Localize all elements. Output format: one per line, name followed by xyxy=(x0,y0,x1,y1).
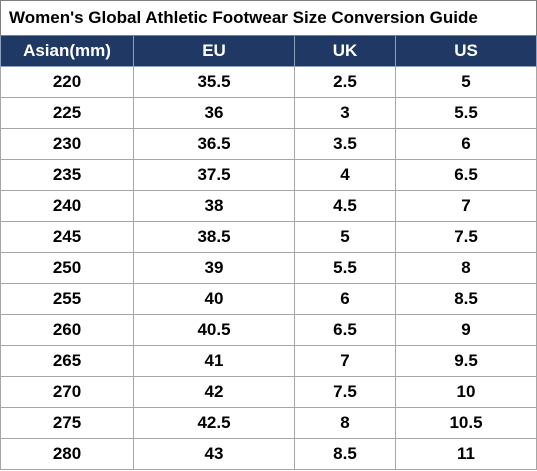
cell: 255 xyxy=(0,283,134,315)
cell: 265 xyxy=(0,345,134,377)
data-row: 220 35.5 2.5 5 xyxy=(0,66,537,98)
cell: 36.5 xyxy=(133,128,295,160)
cell: 8 xyxy=(394,252,537,284)
cell: 40 xyxy=(133,283,295,315)
cell: 5.5 xyxy=(394,97,537,129)
cell: 6.5 xyxy=(394,159,537,191)
cell: 42 xyxy=(133,376,295,408)
cell: 2.5 xyxy=(294,66,396,98)
cell: 41 xyxy=(133,345,295,377)
title-row: Women's Global Athletic Footwear Size Co… xyxy=(0,0,537,36)
data-row: 235 37.5 4 6.5 xyxy=(0,159,537,191)
cell: 8.5 xyxy=(394,283,537,315)
cell: 11 xyxy=(394,438,537,470)
cell: 10.5 xyxy=(394,407,537,439)
cell: 42.5 xyxy=(133,407,295,439)
cell: 7 xyxy=(294,345,396,377)
cell: 4.5 xyxy=(294,190,396,222)
data-row: 225 36 3 5.5 xyxy=(0,97,537,129)
cell: 8 xyxy=(294,407,396,439)
cell: 5 xyxy=(394,66,537,98)
cell: 225 xyxy=(0,97,134,129)
cell: 7.5 xyxy=(394,221,537,253)
cell: 3 xyxy=(294,97,396,129)
cell: 7.5 xyxy=(294,376,396,408)
cell: 275 xyxy=(0,407,134,439)
cell: 260 xyxy=(0,314,134,346)
cell: 7 xyxy=(394,190,537,222)
data-row: 230 36.5 3.5 6 xyxy=(0,128,537,160)
data-row: 275 42.5 8 10.5 xyxy=(0,407,537,439)
table-title: Women's Global Athletic Footwear Size Co… xyxy=(0,0,537,36)
cell: 10 xyxy=(394,376,537,408)
cell: 3.5 xyxy=(294,128,396,160)
cell: 245 xyxy=(0,221,134,253)
cell: 36 xyxy=(133,97,295,129)
cell: 9 xyxy=(394,314,537,346)
cell: 280 xyxy=(0,438,134,470)
cell: 35.5 xyxy=(133,66,295,98)
data-row: 255 40 6 8.5 xyxy=(0,283,537,315)
data-row: 250 39 5.5 8 xyxy=(0,252,537,284)
cell: 43 xyxy=(133,438,295,470)
cell: 6 xyxy=(294,283,396,315)
cell: 235 xyxy=(0,159,134,191)
cell: 4 xyxy=(294,159,396,191)
data-row: 240 38 4.5 7 xyxy=(0,190,537,222)
cell: 8.5 xyxy=(294,438,396,470)
cell: 6.5 xyxy=(294,314,396,346)
cell: 6 xyxy=(394,128,537,160)
cell: 220 xyxy=(0,66,134,98)
cell: 40.5 xyxy=(133,314,295,346)
cell: 270 xyxy=(0,376,134,408)
cell: 5.5 xyxy=(294,252,396,284)
cell: 240 xyxy=(0,190,134,222)
cell: 37.5 xyxy=(133,159,295,191)
header-row: Asian(mm) EU UK US xyxy=(0,35,537,67)
data-row: 265 41 7 9.5 xyxy=(0,345,537,377)
cell: 38 xyxy=(133,190,295,222)
cell: 5 xyxy=(294,221,396,253)
cell: 38.5 xyxy=(133,221,295,253)
header-cell: EU xyxy=(133,35,295,67)
cell: 250 xyxy=(0,252,134,284)
cell: 39 xyxy=(133,252,295,284)
data-row: 245 38.5 5 7.5 xyxy=(0,221,537,253)
data-row: 260 40.5 6.5 9 xyxy=(0,314,537,346)
cell: 230 xyxy=(0,128,134,160)
header-cell: Asian(mm) xyxy=(0,35,134,67)
data-row: 270 42 7.5 10 xyxy=(0,376,537,408)
data-row: 280 43 8.5 11 xyxy=(0,438,537,470)
header-cell: US xyxy=(394,35,537,67)
cell: 9.5 xyxy=(394,345,537,377)
header-cell: UK xyxy=(294,35,396,67)
